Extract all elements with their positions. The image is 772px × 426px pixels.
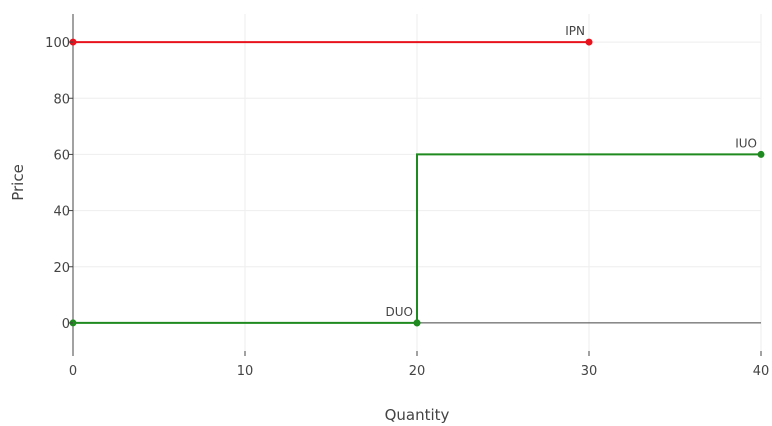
tick-labels: 0 20 40 60 80 100 0 10 20 30 40 bbox=[45, 36, 769, 379]
y-tick-label: 20 bbox=[53, 261, 70, 276]
series-label: IUO bbox=[735, 136, 757, 150]
series-ipn: IPN bbox=[69, 24, 593, 46]
y-tick-label: 60 bbox=[53, 148, 70, 163]
y-tick-label: 40 bbox=[53, 205, 70, 220]
series-line bbox=[416, 153, 761, 323]
series-iuo: IUO bbox=[413, 136, 765, 327]
series-label: DUO bbox=[386, 305, 413, 319]
series-label: IPN bbox=[565, 24, 585, 38]
data-point[interactable] bbox=[413, 319, 421, 327]
y-tick-label: 80 bbox=[53, 92, 70, 107]
x-tick-label: 0 bbox=[69, 364, 77, 379]
x-axis-title: Quantity bbox=[385, 406, 450, 424]
y-axis-title: Price bbox=[9, 164, 27, 201]
series: IPN DUO IUO bbox=[69, 24, 765, 327]
data-point[interactable] bbox=[585, 38, 593, 46]
x-tick-label: 20 bbox=[409, 364, 426, 379]
x-tick-label: 10 bbox=[237, 364, 254, 379]
x-tick-label: 30 bbox=[581, 364, 598, 379]
y-tick-label: 100 bbox=[45, 36, 70, 51]
data-point[interactable] bbox=[757, 150, 765, 158]
y-tick-label: 0 bbox=[62, 317, 70, 332]
x-tick-label: 40 bbox=[753, 364, 770, 379]
